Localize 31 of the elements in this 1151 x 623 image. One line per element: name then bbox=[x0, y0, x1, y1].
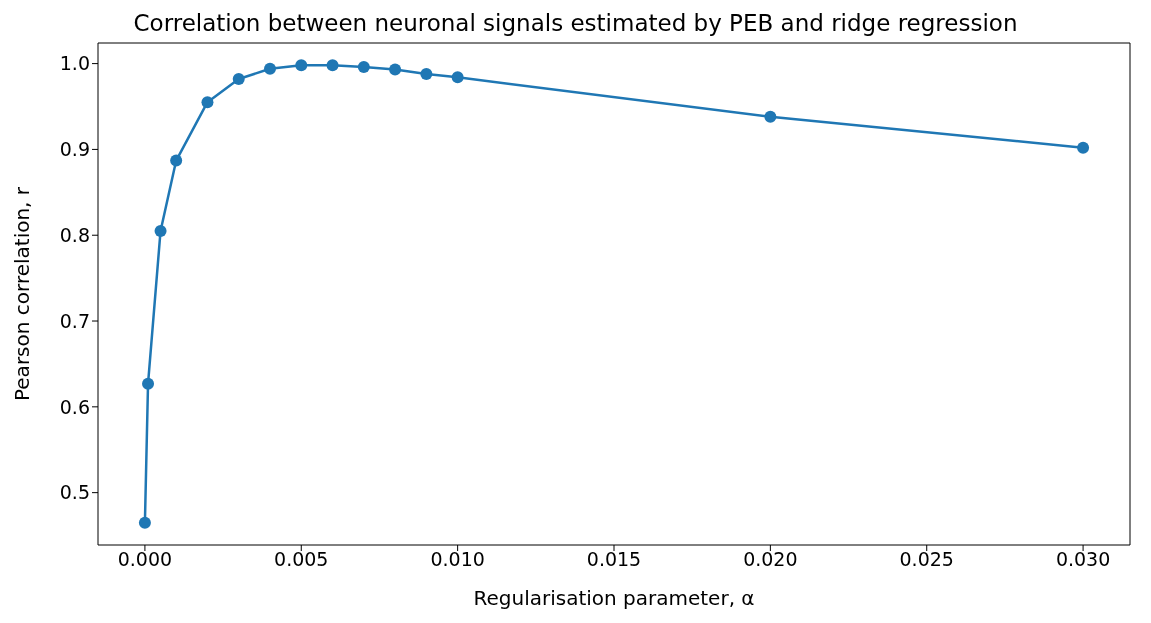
point bbox=[232, 73, 245, 86]
point bbox=[1077, 141, 1090, 154]
point bbox=[764, 110, 777, 123]
point bbox=[389, 63, 402, 76]
point bbox=[357, 61, 370, 74]
chart-title: Correlation between neuronal signals estimated by PEB and ridge regression bbox=[132, 9, 1019, 38]
x-tick-label: 0.025 bbox=[899, 548, 954, 571]
point bbox=[326, 59, 339, 72]
point bbox=[154, 224, 167, 237]
y-tick-label: 0.9 bbox=[59, 138, 90, 161]
point bbox=[138, 516, 151, 529]
y-tick-label: 1.0 bbox=[59, 52, 90, 75]
y-tick-label: 0.5 bbox=[59, 481, 90, 504]
point bbox=[142, 377, 155, 390]
x-axis-title: Regularisation parameter, α bbox=[473, 586, 755, 610]
point bbox=[201, 96, 214, 109]
x-tick-label: 0.000 bbox=[117, 548, 173, 571]
x-tick-label: 0.010 bbox=[430, 548, 485, 571]
y-tick-label: 0.8 bbox=[59, 223, 90, 246]
y-tick-label: 0.6 bbox=[59, 395, 90, 418]
x-tick-label: 0.015 bbox=[586, 548, 642, 571]
y-tick-label: 0.7 bbox=[59, 309, 90, 332]
x-tick-label: 0.030 bbox=[1055, 548, 1111, 571]
point bbox=[451, 71, 464, 84]
x-tick-label: 0.005 bbox=[274, 548, 329, 571]
y-axis-title: Pearson correlation, r bbox=[10, 186, 35, 402]
point bbox=[264, 62, 276, 75]
point bbox=[170, 154, 183, 167]
point bbox=[295, 59, 308, 72]
point bbox=[420, 67, 433, 80]
x-tick-label: 0.020 bbox=[743, 548, 798, 571]
